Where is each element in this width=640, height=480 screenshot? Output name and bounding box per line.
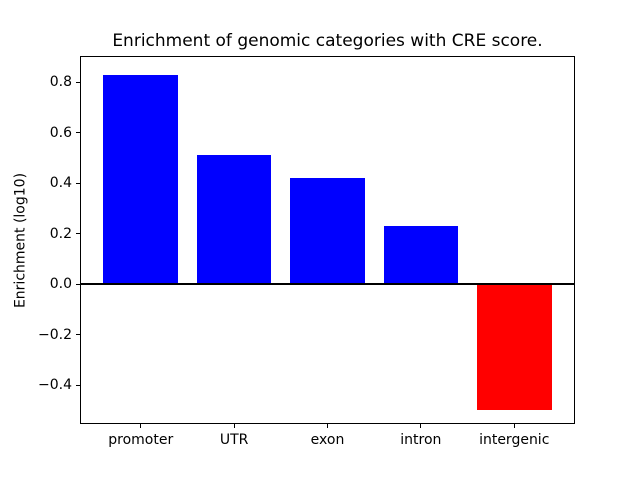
bar-exon [290, 178, 365, 285]
bar-intergenic [476, 284, 552, 411]
bar-promoter [103, 74, 179, 285]
x-tick-mark [420, 424, 422, 428]
y-tick-label: −0.4 [38, 377, 72, 394]
y-tick-label: 0.8 [49, 74, 72, 91]
x-tick-mark [513, 424, 515, 428]
y-tick-mark [76, 283, 80, 285]
y-tick-mark [76, 132, 80, 134]
y-tick-mark [76, 81, 80, 83]
x-tick-mark [140, 424, 142, 428]
chart-title: Enrichment of genomic categories with CR… [112, 31, 543, 51]
plot-area [80, 56, 575, 424]
x-tick-label-intron: intron [400, 432, 442, 448]
bar-intron [383, 226, 459, 285]
zero-baseline [81, 283, 574, 286]
y-tick-label: 0.6 [49, 124, 72, 141]
x-tick-label-exon: exon [310, 432, 345, 448]
y-tick-mark [76, 334, 80, 336]
x-tick-label-promoter: promoter [108, 432, 174, 448]
y-tick-label: −0.2 [38, 326, 72, 343]
y-tick-label: 0.2 [49, 225, 72, 242]
x-tick-label-intergenic: intergenic [479, 432, 550, 448]
x-tick-label-UTR: UTR [219, 432, 249, 448]
y-tick-mark [76, 384, 80, 386]
y-tick-label: 0.4 [49, 175, 72, 192]
x-tick-mark [233, 424, 235, 428]
y-tick-mark [76, 233, 80, 235]
y-tick-mark [76, 182, 80, 184]
x-tick-mark [327, 424, 328, 428]
y-tick-label: 0.0 [49, 276, 72, 293]
bar-UTR [196, 155, 272, 285]
